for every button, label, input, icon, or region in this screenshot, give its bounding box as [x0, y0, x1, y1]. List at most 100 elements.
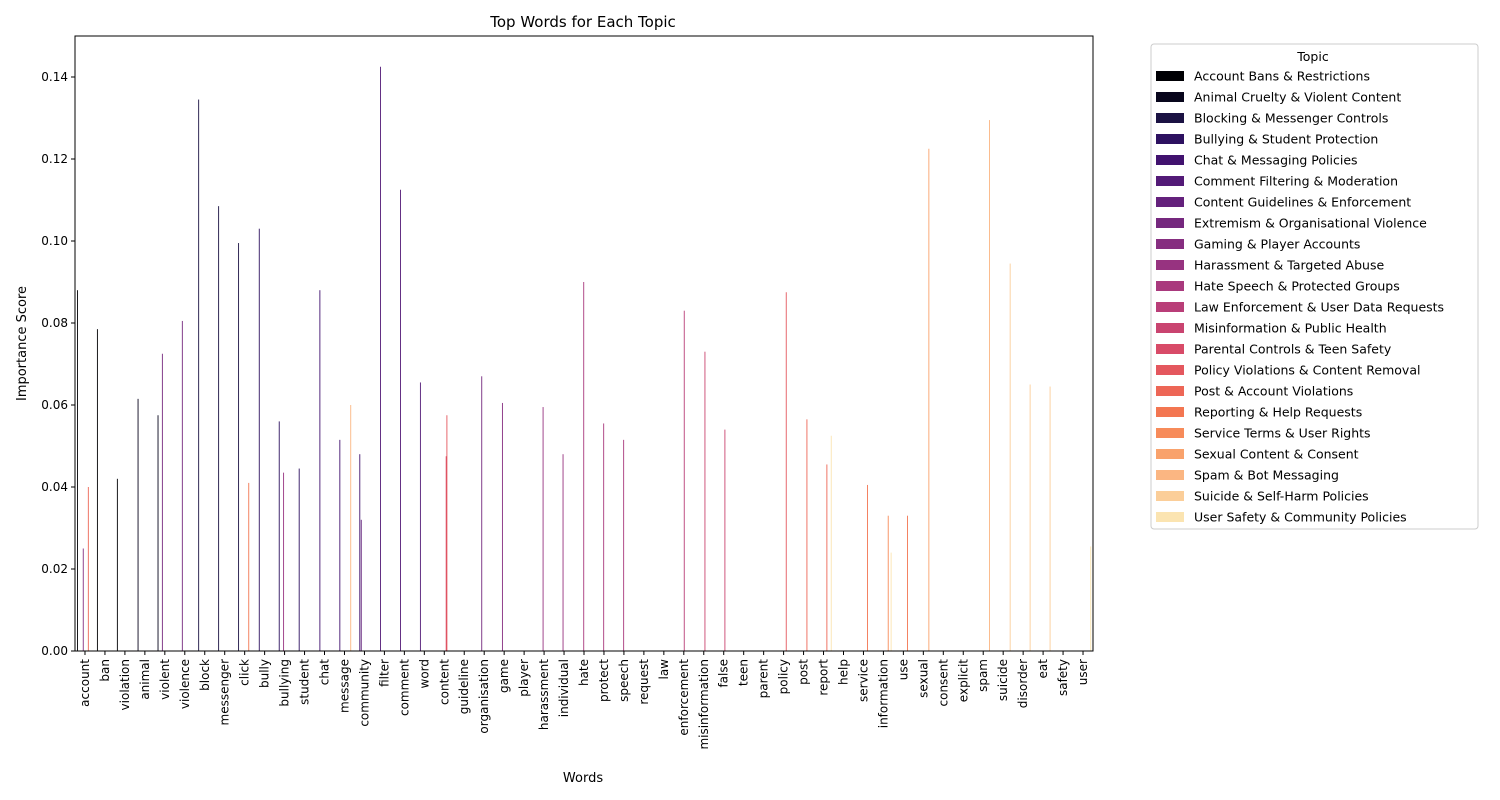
legend-swatch	[1156, 386, 1184, 396]
bar-policy-s14	[785, 292, 787, 651]
bar-bullying-s3	[278, 421, 280, 651]
bar-filter-s5	[380, 66, 381, 651]
bar-account-s15	[87, 487, 89, 651]
legend-swatch	[1156, 428, 1184, 438]
bar-report-s21	[830, 435, 832, 651]
bar-student-s3	[298, 468, 300, 651]
bar-chat-s4	[319, 290, 321, 651]
legend-label: Content Guidelines & Enforcement	[1194, 195, 1411, 210]
plot-area	[77, 66, 1092, 652]
x-tick-label-animal: animal	[138, 659, 152, 700]
legend-frame	[1150, 43, 1479, 530]
legend-label: Misinformation & Public Health	[1194, 321, 1387, 336]
y-tick-label: 0.10	[41, 234, 68, 248]
legend-swatch	[1156, 92, 1184, 102]
x-tick-label-harassment: harassment	[537, 659, 551, 730]
bar-comment-s5	[400, 189, 401, 651]
x-tick-label-policy: policy	[777, 659, 791, 694]
x-tick-label-use: use	[896, 659, 910, 680]
x-tick-label-individual: individual	[557, 659, 571, 717]
bar-disorder-s20	[1029, 384, 1031, 651]
x-tick-label-violence: violence	[178, 659, 192, 709]
bar-information-s17	[887, 515, 889, 651]
y-axis: 0.00 0.02 0.04 0.06 0.08 0.10 0.12 0.14	[41, 70, 75, 658]
legend-swatch	[1156, 155, 1184, 165]
bar-animal-s1	[137, 398, 139, 651]
bar-eat-s20	[1049, 386, 1051, 651]
x-tick-label-safety: safety	[1056, 659, 1070, 696]
legend-label: Extremism & Organisational Violence	[1194, 216, 1427, 231]
bar-enforcement-s11	[683, 310, 685, 651]
legend-swatch	[1156, 302, 1184, 312]
x-tick-label-report: report	[817, 659, 831, 696]
legend-label: Service Terms & User Rights	[1194, 426, 1371, 441]
bar-click-s16	[248, 482, 250, 651]
legend-label: Law Enforcement & User Data Requests	[1194, 300, 1444, 315]
x-tick-label-ban: ban	[98, 659, 112, 682]
legend-swatch	[1156, 491, 1184, 501]
x-tick-label-organisation: organisation	[477, 659, 491, 734]
x-axis: account ban violation animal violent violence…	[78, 651, 1090, 750]
x-tick-label-block: block	[198, 659, 212, 691]
x-tick-label-misinformation: misinformation	[697, 659, 711, 750]
x-tick-label-student: student	[298, 659, 312, 705]
y-tick-label: 0.12	[41, 152, 68, 166]
legend-label: Parental Controls & Teen Safety	[1194, 342, 1392, 357]
legend-label: Suicide & Self-Harm Policies	[1194, 489, 1369, 504]
bar-violation-s0	[116, 478, 118, 651]
x-tick-label-enforcement: enforcement	[677, 659, 691, 736]
chart-title: Top Words for Each Topic	[489, 13, 676, 31]
x-tick-label-messenger: messenger	[218, 659, 232, 726]
bar-post-s15	[806, 419, 808, 651]
legend-label: Account Bans & Restrictions	[1194, 69, 1370, 84]
x-tick-label-player: player	[517, 659, 531, 697]
x-tick-label-chat: chat	[318, 659, 332, 686]
legend-label: Post & Account Violations	[1194, 384, 1353, 399]
legend-label: Animal Cruelty & Violent Content	[1194, 90, 1401, 105]
legend-swatch	[1156, 512, 1184, 522]
bar-hate-s10	[583, 282, 585, 651]
y-tick-label: 0.06	[41, 398, 68, 412]
bar-individual-s9	[562, 454, 564, 651]
legend-swatch	[1156, 134, 1184, 144]
bar-click-s2	[238, 243, 240, 652]
bar-word-s5	[419, 382, 421, 651]
legend-title: Topic	[1296, 49, 1329, 64]
bar-service-s16	[867, 484, 868, 651]
x-tick-label-hate: hate	[577, 659, 591, 686]
bar-violence-s7	[181, 320, 183, 651]
legend-label: User Safety & Community Policies	[1194, 510, 1407, 525]
legend-label: Chat & Messaging Policies	[1194, 153, 1358, 168]
x-tick-label-false: false	[717, 659, 731, 688]
bar-user-s21	[1090, 546, 1092, 651]
x-tick-label-information: information	[876, 659, 890, 728]
bar-content-s13	[445, 456, 447, 651]
legend-swatch	[1156, 449, 1184, 459]
bar-block-s2	[198, 99, 200, 652]
bar-sexual-s18	[928, 148, 930, 651]
bar-suicide-s20	[1009, 263, 1011, 651]
legend-label: Sexual Content & Consent	[1194, 447, 1359, 462]
x-tick-label-filter: filter	[377, 659, 391, 687]
bar-harassment-s9	[542, 407, 544, 651]
legend-swatch	[1156, 260, 1184, 270]
legend-label: Policy Violations & Content Removal	[1194, 363, 1420, 378]
x-tick-label-user: user	[1076, 659, 1090, 685]
bar-account-s0	[77, 290, 78, 651]
bar-content-s14	[446, 415, 448, 651]
bar-community-s6	[360, 519, 362, 651]
bar-bullying-s9	[283, 472, 285, 651]
x-tick-label-comment: comment	[397, 659, 411, 716]
x-tick-label-content: content	[437, 659, 451, 705]
bar-use-s16	[907, 515, 908, 651]
bar-message-s4	[339, 439, 341, 651]
legend-swatch	[1156, 176, 1184, 186]
x-tick-label-speech: speech	[617, 659, 631, 702]
legend-swatch	[1156, 239, 1184, 249]
legend-swatch	[1156, 218, 1184, 228]
x-tick-label-eat: eat	[1036, 659, 1050, 679]
x-tick-label-word: word	[417, 659, 431, 689]
y-tick-label: 0.14	[41, 70, 68, 84]
bar-community-s4	[359, 454, 361, 651]
x-tick-label-service: service	[856, 659, 870, 702]
